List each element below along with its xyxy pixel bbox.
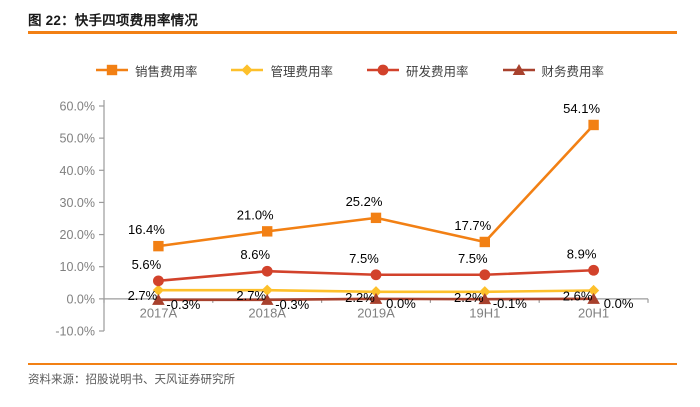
source-note: 资料来源：招股说明书、天风证券研究所 (28, 374, 235, 386)
legend-label: 研发费用率 (406, 64, 469, 79)
svg-text:2018A: 2018A (248, 305, 286, 320)
svg-text:-0.3%: -0.3% (166, 297, 200, 312)
expense-ratio-line-chart: 60.0% 50.0% 40.0% 30.0% 20.0% 10.0% 0.0% -10.0%… (55, 100, 649, 339)
svg-text:60.0%: 60.0% (60, 100, 95, 114)
title-divider (28, 31, 677, 34)
svg-text:2.7%: 2.7% (236, 288, 266, 303)
footer-divider (28, 363, 677, 365)
chart-legend: 销售费用率 管理费用率 研发费用率 财务费用率 (0, 59, 700, 81)
legend-label: 管理费用率 (270, 64, 333, 79)
legend-item-1: 管理费用率 (231, 61, 333, 80)
svg-text:2.7%: 2.7% (128, 288, 158, 303)
svg-text:40.0%: 40.0% (60, 164, 95, 178)
svg-text:2.6%: 2.6% (563, 289, 593, 304)
svg-text:2017A: 2017A (140, 305, 178, 320)
svg-text:5.6%: 5.6% (132, 257, 162, 272)
legend-circle-icon (367, 64, 399, 76)
svg-text:20H1: 20H1 (578, 305, 609, 320)
svg-text:0.0%: 0.0% (67, 292, 96, 306)
svg-text:-0.3%: -0.3% (275, 297, 309, 312)
svg-text:50.0%: 50.0% (60, 132, 95, 146)
svg-text:0.0%: 0.0% (604, 296, 634, 311)
svg-text:8.9%: 8.9% (567, 246, 597, 261)
svg-text:17.7%: 17.7% (454, 218, 491, 233)
svg-text:25.2%: 25.2% (346, 194, 383, 209)
svg-text:2019A: 2019A (357, 305, 395, 320)
legend-item-3: 财务费用率 (502, 61, 605, 80)
legend-triangle-icon (502, 64, 535, 75)
svg-text:19H1: 19H1 (469, 305, 500, 320)
svg-text:2.2%: 2.2% (345, 290, 375, 305)
svg-text:10.0%: 10.0% (60, 260, 95, 274)
svg-text:-0.1%: -0.1% (493, 296, 527, 311)
svg-text:8.6%: 8.6% (240, 247, 270, 262)
legend-item-2: 研发费用率 (367, 61, 469, 80)
svg-text:21.0%: 21.0% (237, 207, 274, 222)
figure-title: 图 22：快手四项费用率情况 (28, 13, 199, 28)
svg-text:16.4%: 16.4% (128, 222, 165, 237)
legend-label: 销售费用率 (134, 64, 198, 79)
legend-square-icon (95, 64, 128, 76)
svg-text:54.1%: 54.1% (563, 101, 600, 116)
svg-text:2.2%: 2.2% (454, 290, 484, 305)
legend-item-0: 销售费用率 (95, 61, 198, 80)
svg-text:20.0%: 20.0% (60, 228, 95, 242)
legend-diamond-icon (231, 64, 264, 76)
legend-label: 财务费用率 (541, 64, 605, 79)
svg-text:7.5%: 7.5% (458, 251, 488, 266)
svg-text:30.0%: 30.0% (60, 196, 95, 210)
svg-text:-10.0%: -10.0% (55, 325, 95, 339)
svg-text:7.5%: 7.5% (349, 251, 379, 266)
svg-text:0.0%: 0.0% (386, 296, 416, 311)
